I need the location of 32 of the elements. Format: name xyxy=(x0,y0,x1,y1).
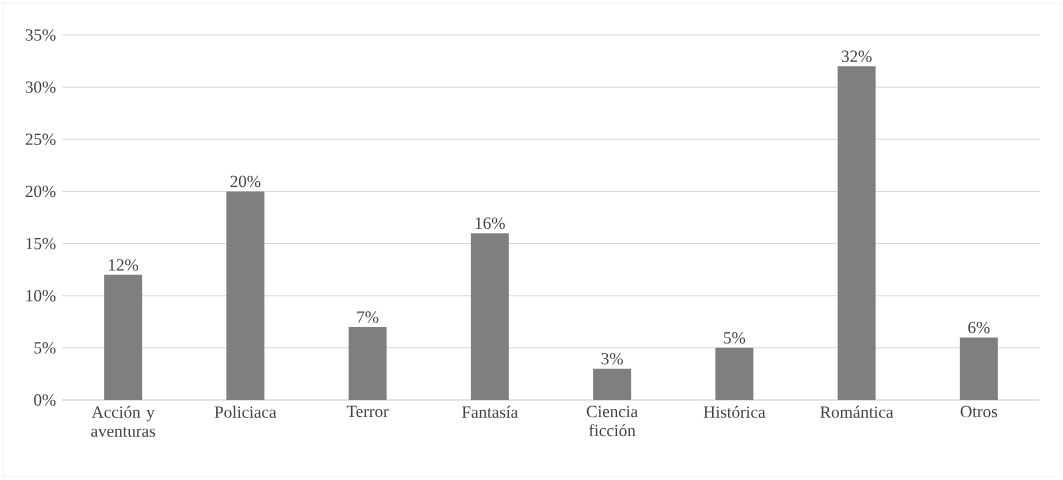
x-tick-label: Fantasía xyxy=(462,405,518,418)
y-tick-label: 25% xyxy=(25,133,56,146)
x-tick-label: Romántica xyxy=(820,405,894,418)
y-tick-label: 20% xyxy=(25,185,56,198)
bar xyxy=(837,66,876,400)
x-tick-label: Otros xyxy=(960,405,998,418)
data-label: 16% xyxy=(475,217,505,229)
x-tick-label: Histórica xyxy=(703,405,766,418)
data-label: 6% xyxy=(968,321,990,334)
y-tick-label: 10% xyxy=(26,289,56,302)
bar xyxy=(226,191,265,400)
y-tick-label: 15% xyxy=(26,237,56,250)
y-tick-label: 0% xyxy=(34,394,56,406)
x-tick-label: Policiaca xyxy=(214,405,277,418)
data-label: 32% xyxy=(841,50,872,63)
data-label: 3% xyxy=(601,352,623,365)
y-tick-label: 30% xyxy=(25,81,56,93)
data-label: 5% xyxy=(724,332,746,344)
y-tick-label: 5% xyxy=(34,342,56,354)
x-tick-label: Terror xyxy=(346,405,389,418)
x-tick-label: Ciencia ficción xyxy=(586,405,638,437)
y-tick-label: 35% xyxy=(25,29,56,41)
bar xyxy=(104,274,143,400)
data-label: 12% xyxy=(109,259,139,271)
data-label: 7% xyxy=(357,311,379,323)
bar xyxy=(470,233,509,400)
bar xyxy=(593,368,632,400)
bar xyxy=(715,347,754,400)
data-label: 20% xyxy=(230,175,261,188)
bar xyxy=(959,337,998,400)
bar xyxy=(348,327,387,400)
x-tick-label: Acción y aventuras xyxy=(91,405,156,437)
